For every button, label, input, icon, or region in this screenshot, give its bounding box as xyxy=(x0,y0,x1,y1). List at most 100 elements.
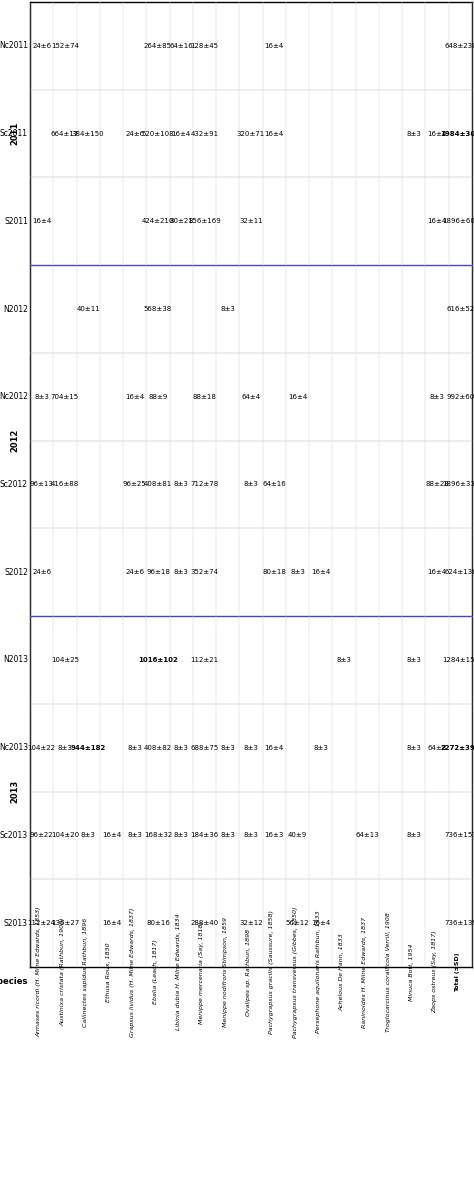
Text: 88±9: 88±9 xyxy=(148,394,168,400)
Text: 408±82: 408±82 xyxy=(144,745,172,751)
Text: Sc2013: Sc2013 xyxy=(0,831,28,840)
Text: 320±71: 320±71 xyxy=(237,130,265,136)
Text: 24±6: 24±6 xyxy=(32,43,51,49)
Text: 80±16: 80±16 xyxy=(146,920,170,926)
Text: Menippe nodifrons Stimpson, 1859: Menippe nodifrons Stimpson, 1859 xyxy=(223,917,228,1027)
Text: 24±6: 24±6 xyxy=(125,570,144,576)
Text: 352±74: 352±74 xyxy=(191,570,219,576)
Text: 16±4: 16±4 xyxy=(172,130,191,136)
Text: 432±91: 432±91 xyxy=(191,130,219,136)
Text: 104±25: 104±25 xyxy=(51,657,79,663)
Text: 88±28: 88±28 xyxy=(425,481,449,487)
Text: 64±13: 64±13 xyxy=(356,832,379,838)
Text: N2012: N2012 xyxy=(3,304,28,314)
Text: Nc2012: Nc2012 xyxy=(0,393,28,401)
Text: 136±27: 136±27 xyxy=(51,920,79,926)
Text: 184±36: 184±36 xyxy=(191,832,219,838)
Text: Menippe mercenaria (Say, 1818): Menippe mercenaria (Say, 1818) xyxy=(200,920,204,1023)
Text: 8±3: 8±3 xyxy=(406,832,421,838)
Text: Ebalia (Leach, 1817): Ebalia (Leach, 1817) xyxy=(153,940,158,1004)
Text: 96±25: 96±25 xyxy=(123,481,146,487)
Text: 40±9: 40±9 xyxy=(288,832,307,838)
Text: 288±40: 288±40 xyxy=(191,920,219,926)
Text: 688±75: 688±75 xyxy=(191,745,219,751)
Text: 8±3: 8±3 xyxy=(406,657,421,663)
Text: 944±182: 944±182 xyxy=(71,745,106,751)
Text: N2013: N2013 xyxy=(3,656,28,664)
Text: Minuca Bott, 1954: Minuca Bott, 1954 xyxy=(409,943,414,1001)
Text: 736±157: 736±157 xyxy=(444,832,474,838)
Text: Troglocarcinus corallicola Verrill, 1908: Troglocarcinus corallicola Verrill, 1908 xyxy=(385,912,391,1032)
Text: 104±22: 104±22 xyxy=(27,745,55,751)
Text: 112±24: 112±24 xyxy=(27,920,55,926)
Text: 64±16: 64±16 xyxy=(263,481,286,487)
Text: 8±3: 8±3 xyxy=(244,481,258,487)
Text: 856±169: 856±169 xyxy=(188,218,221,224)
Text: 16±4: 16±4 xyxy=(264,43,284,49)
Text: Libinia dubia H. Milne Edwards, 1834: Libinia dubia H. Milne Edwards, 1834 xyxy=(176,913,181,1031)
Text: 1984±300: 1984±300 xyxy=(440,130,474,136)
Text: 8±3: 8±3 xyxy=(220,745,235,751)
Text: 2013: 2013 xyxy=(10,780,19,803)
Text: Sc2012: Sc2012 xyxy=(0,480,28,490)
Text: 32±12: 32±12 xyxy=(239,920,263,926)
Text: 1284±154: 1284±154 xyxy=(442,657,474,663)
Text: Achelous De Hann, 1833: Achelous De Hann, 1833 xyxy=(339,934,344,1011)
Text: Species: Species xyxy=(0,977,28,986)
Text: 8±3: 8±3 xyxy=(337,657,352,663)
Text: 1896±604: 1896±604 xyxy=(442,218,474,224)
Text: 664±17: 664±17 xyxy=(51,130,79,136)
Text: Armases ricordi (H. Milne Edwards, 1853): Armases ricordi (H. Milne Edwards, 1853) xyxy=(36,906,42,1038)
Text: 168±32: 168±32 xyxy=(144,832,172,838)
Text: 8±3: 8±3 xyxy=(220,306,235,312)
Text: 16±3: 16±3 xyxy=(264,832,284,838)
Text: S2013: S2013 xyxy=(4,918,28,928)
Text: 8±3: 8±3 xyxy=(57,745,73,751)
Text: 8±3: 8±3 xyxy=(174,832,189,838)
Text: 24±6: 24±6 xyxy=(125,130,144,136)
Text: 8±3: 8±3 xyxy=(244,745,258,751)
Text: 1896±335: 1896±335 xyxy=(442,481,474,487)
Text: 408±81: 408±81 xyxy=(144,481,172,487)
Text: Pachygrapsus transversus (Gibbes, 1850): Pachygrapsus transversus (Gibbes, 1850) xyxy=(292,906,298,1038)
Text: S2011: S2011 xyxy=(4,217,28,226)
Text: 16±4: 16±4 xyxy=(311,920,330,926)
Text: 8±3: 8±3 xyxy=(290,570,305,576)
Text: 128±45: 128±45 xyxy=(191,43,219,49)
Text: 616±52: 616±52 xyxy=(447,306,474,312)
Text: 56±12: 56±12 xyxy=(286,920,310,926)
Text: 8±3: 8±3 xyxy=(220,832,235,838)
Text: Pachygrapsus gracilis (Saussure, 1858): Pachygrapsus gracilis (Saussure, 1858) xyxy=(269,910,274,1034)
Text: 80±21: 80±21 xyxy=(169,218,193,224)
Text: 88±18: 88±18 xyxy=(192,394,217,400)
Text: 8±3: 8±3 xyxy=(34,394,49,400)
Text: 32±11: 32±11 xyxy=(239,218,263,224)
Text: 16±4: 16±4 xyxy=(102,920,121,926)
Text: 648±230: 648±230 xyxy=(444,43,474,49)
Text: 40±11: 40±11 xyxy=(76,306,100,312)
Text: 8±3: 8±3 xyxy=(127,745,142,751)
Text: 104±20: 104±20 xyxy=(51,832,79,838)
Text: 424±210: 424±210 xyxy=(142,218,174,224)
Text: 1016±102: 1016±102 xyxy=(138,657,178,663)
Text: 264±85: 264±85 xyxy=(144,43,172,49)
Text: 16±4: 16±4 xyxy=(102,832,121,838)
Text: 8±3: 8±3 xyxy=(174,745,189,751)
Text: 8±3: 8±3 xyxy=(174,570,189,576)
Text: 520±108: 520±108 xyxy=(142,130,174,136)
Text: 2012: 2012 xyxy=(10,429,19,452)
Text: 96±13: 96±13 xyxy=(30,481,54,487)
Text: 8±3: 8±3 xyxy=(174,481,189,487)
Text: 8±3: 8±3 xyxy=(244,832,258,838)
Text: 64±8: 64±8 xyxy=(428,745,447,751)
Text: 16±4: 16±4 xyxy=(264,745,284,751)
Text: 16±4: 16±4 xyxy=(264,130,284,136)
Text: Ethusa Roux, 1830: Ethusa Roux, 1830 xyxy=(107,942,111,1002)
Text: 736±139: 736±139 xyxy=(444,920,474,926)
Text: 16±4: 16±4 xyxy=(32,218,51,224)
Text: S2012: S2012 xyxy=(4,567,28,577)
Text: 16±4: 16±4 xyxy=(428,570,447,576)
Text: Grapsus lividus (H. Milne Edwards, 1837): Grapsus lividus (H. Milne Edwards, 1837) xyxy=(130,907,135,1037)
Text: 2011: 2011 xyxy=(10,122,19,145)
Text: 8±3: 8±3 xyxy=(406,745,421,751)
